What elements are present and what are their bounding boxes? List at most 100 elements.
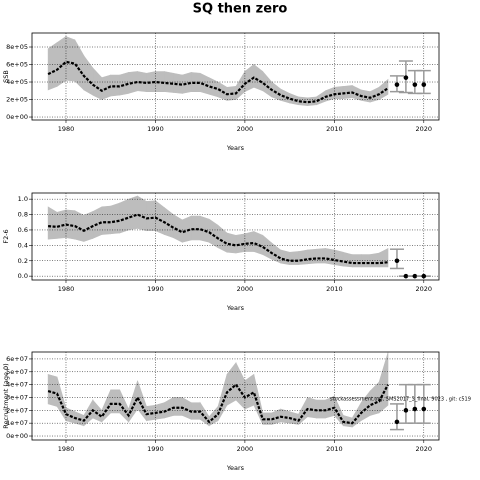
- confidence-band: [173, 214, 183, 243]
- y-tick-label: 1e+07: [6, 419, 28, 427]
- x-tick-label: 2010: [326, 125, 343, 133]
- projection-point: [394, 258, 400, 264]
- confidence-band: [137, 380, 147, 422]
- confidence-band: [181, 215, 192, 243]
- confidence-band: [101, 205, 112, 235]
- confidence-band: [369, 252, 380, 268]
- confidence-band: [280, 249, 290, 265]
- median-line: [47, 383, 389, 425]
- confidence-band: [244, 231, 255, 252]
- confidence-band: [128, 195, 138, 231]
- median-line: [48, 213, 389, 265]
- x-tick-label: 2000: [237, 125, 254, 133]
- x-tick-label: 2000: [237, 445, 254, 453]
- y-tick-label: 1.0: [18, 195, 28, 203]
- y-tick-label: 8e+05: [6, 43, 28, 51]
- confidence-band: [65, 36, 76, 82]
- annotation: stockassessment.org, SMS2017_3_final, 90…: [330, 397, 471, 403]
- projection-point: [403, 273, 409, 279]
- confidence-band: [342, 251, 353, 268]
- y-tick-label: 0.6: [18, 226, 28, 234]
- y-tick-label: 3e+07: [6, 393, 28, 401]
- confidence-band: [56, 35, 67, 87]
- confidence-band: [271, 81, 281, 101]
- y-axis-label: F2-6: [2, 229, 10, 243]
- confidence-band: [146, 200, 156, 232]
- confidence-band: [325, 86, 335, 102]
- y-tick-label: 0.8: [18, 211, 28, 219]
- y-tick-label: 2e+07: [6, 406, 28, 414]
- x-tick-label: 2020: [416, 285, 433, 293]
- x-tick-label: 1980: [58, 285, 75, 293]
- x-tick-label: 2020: [416, 445, 433, 453]
- confidence-band: [217, 224, 228, 253]
- confidence-band: [119, 389, 129, 423]
- confidence-band: [101, 389, 112, 423]
- confidence-band: [307, 397, 317, 419]
- confidence-band: [92, 67, 103, 100]
- projection-point: [421, 82, 427, 87]
- confidence-band: [307, 248, 317, 265]
- projection-point: [421, 273, 427, 279]
- confidence-band: [47, 42, 58, 91]
- confidence-band: [244, 373, 255, 410]
- chart-title: SQ then zero: [193, 2, 288, 17]
- x-tick-label: 2010: [326, 445, 343, 453]
- y-tick-label: 4e+07: [6, 381, 28, 389]
- confidence-band: [298, 249, 308, 265]
- y-tick-label: 6e+05: [6, 61, 28, 69]
- confidence-band: [378, 352, 389, 414]
- confidence-band: [235, 70, 246, 101]
- x-axis-label: Years: [226, 144, 245, 152]
- confidence-band: [137, 195, 147, 232]
- y-tick-label: 2e+05: [6, 96, 28, 104]
- confidence-band: [56, 209, 67, 239]
- confidence-band: [378, 247, 389, 268]
- confidence-band: [271, 408, 281, 425]
- projection-point: [394, 82, 400, 87]
- y-tick-label: 0.4: [18, 241, 28, 249]
- projection-point: [403, 75, 409, 80]
- confidence-band: [334, 86, 344, 99]
- confidence-band: [83, 398, 94, 427]
- x-tick-label: 1990: [147, 125, 164, 133]
- confidence-band: [155, 402, 165, 420]
- y-tick-label: 4e+05: [6, 78, 28, 86]
- confidence-band: [316, 90, 326, 106]
- y-tick-label: 6e+07: [6, 355, 28, 363]
- y-axis-label: Recruitment (age 0): [2, 363, 10, 428]
- x-tick-label: 1990: [147, 445, 164, 453]
- projection-point: [403, 408, 409, 413]
- confidence-band: [334, 249, 344, 267]
- plot-frame: [31, 351, 440, 441]
- confidence-band: [119, 198, 129, 234]
- y-tick-label: 5e+07: [6, 368, 28, 376]
- x-tick-label: 1990: [147, 285, 164, 293]
- x-tick-label: 1980: [58, 125, 75, 133]
- x-tick-label: 2020: [416, 125, 433, 133]
- median-line: [47, 60, 389, 104]
- x-axis-label: Years: [226, 304, 245, 312]
- plot-frame: [31, 32, 440, 121]
- y-tick-label: 0e+00: [6, 432, 28, 440]
- x-tick-label: 2000: [237, 285, 254, 293]
- x-tick-label: 1980: [58, 445, 75, 453]
- confidence-band: [83, 54, 94, 96]
- y-tick-label: 0.0: [18, 272, 28, 280]
- y-tick-label: 0e+00: [6, 113, 28, 121]
- x-tick-label: 2010: [326, 285, 343, 293]
- y-axis-label: SSB: [2, 70, 10, 83]
- confidence-band: [325, 248, 335, 265]
- confidence-band: [253, 63, 264, 92]
- projection-point: [412, 273, 418, 279]
- projection-point: [421, 406, 427, 412]
- confidence-band: [47, 206, 58, 240]
- y-tick-label: 0.2: [18, 257, 28, 265]
- projection-point: [394, 419, 400, 425]
- confidence-band: [226, 361, 237, 406]
- confidence-band: [110, 202, 120, 235]
- x-axis-label: Years: [226, 464, 245, 472]
- confidence-band: [316, 399, 326, 419]
- confidence-band: [190, 215, 201, 241]
